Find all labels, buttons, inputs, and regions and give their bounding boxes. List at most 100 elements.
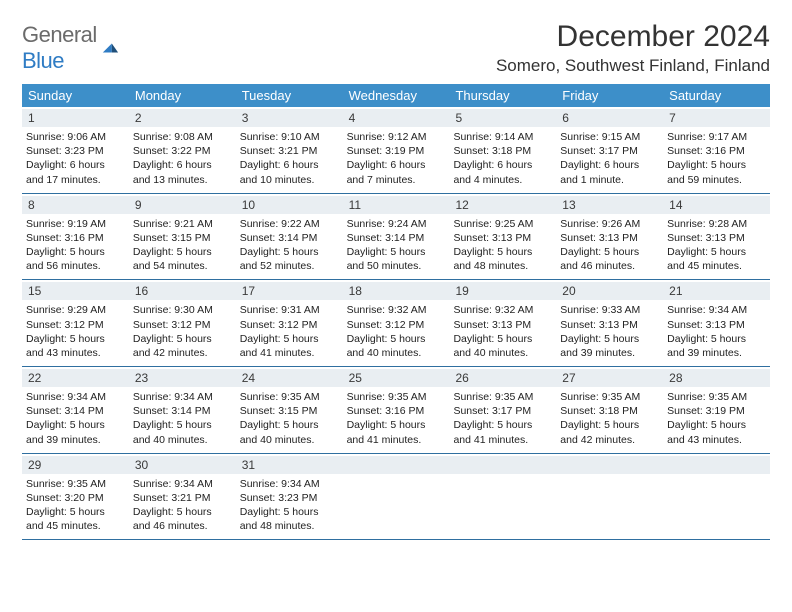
day-cell: 19 Sunrise: 9:32 AMSunset: 3:13 PMDayligh… <box>449 280 556 366</box>
day-number: 16 <box>129 282 236 300</box>
day-number <box>449 456 556 474</box>
week-row: 8 Sunrise: 9:19 AMSunset: 3:16 PMDaylight… <box>22 194 770 281</box>
day-details: Sunrise: 9:14 AMSunset: 3:18 PMDaylight:… <box>453 130 552 187</box>
day-details: Sunrise: 9:28 AMSunset: 3:13 PMDaylight:… <box>667 217 766 274</box>
location: Somero, Southwest Finland, Finland <box>496 56 770 76</box>
day-number: 1 <box>22 109 129 127</box>
day-number <box>556 456 663 474</box>
day-details: Sunrise: 9:24 AMSunset: 3:14 PMDaylight:… <box>347 217 446 274</box>
sunset-text: Sunset: 3:16 PM <box>347 404 446 418</box>
sunrise-text: Sunrise: 9:14 AM <box>453 130 552 144</box>
day-cell: 28 Sunrise: 9:35 AMSunset: 3:19 PMDayligh… <box>663 367 770 453</box>
day-cell: 22Sunrise: 9:34 AMSunset: 3:14 PMDayligh… <box>22 367 129 453</box>
daylight-text: Daylight: 5 hours and 39 minutes. <box>667 332 766 360</box>
daylight-text: Daylight: 6 hours and 17 minutes. <box>26 158 125 186</box>
sunrise-text: Sunrise: 9:35 AM <box>26 477 125 491</box>
dow-sun: Sunday <box>22 84 129 107</box>
day-cell: 10 Sunrise: 9:22 AMSunset: 3:14 PMDayligh… <box>236 194 343 280</box>
day-details: Sunrise: 9:06 AMSunset: 3:23 PMDaylight:… <box>26 130 125 187</box>
daylight-text: Daylight: 5 hours and 45 minutes. <box>667 245 766 273</box>
sunrise-text: Sunrise: 9:28 AM <box>667 217 766 231</box>
sunrise-text: Sunrise: 9:35 AM <box>347 390 446 404</box>
sunset-text: Sunset: 3:20 PM <box>26 491 125 505</box>
day-details: Sunrise: 9:34 AMSunset: 3:14 PMDaylight:… <box>133 390 232 447</box>
sunrise-text: Sunrise: 9:21 AM <box>133 217 232 231</box>
dow-sat: Saturday <box>663 84 770 107</box>
day-cell: 25Sunrise: 9:35 AMSunset: 3:16 PMDayligh… <box>343 367 450 453</box>
day-details: Sunrise: 9:10 AMSunset: 3:21 PMDaylight:… <box>240 130 339 187</box>
day-details: Sunrise: 9:26 AMSunset: 3:13 PMDaylight:… <box>560 217 659 274</box>
daylight-text: Daylight: 5 hours and 43 minutes. <box>26 332 125 360</box>
day-details: Sunrise: 9:33 AMSunset: 3:13 PMDaylight:… <box>560 303 659 360</box>
daylight-text: Daylight: 5 hours and 41 minutes. <box>453 418 552 446</box>
daylight-text: Daylight: 5 hours and 43 minutes. <box>667 418 766 446</box>
day-number: 17 <box>236 282 343 300</box>
day-number: 4 <box>343 109 450 127</box>
sunrise-text: Sunrise: 9:34 AM <box>26 390 125 404</box>
sunset-text: Sunset: 3:13 PM <box>667 231 766 245</box>
day-number: 8 <box>22 196 129 214</box>
day-details: Sunrise: 9:34 AMSunset: 3:23 PMDaylight:… <box>240 477 339 534</box>
day-number: 20 <box>556 282 663 300</box>
sunset-text: Sunset: 3:21 PM <box>133 491 232 505</box>
day-number: 10 <box>236 196 343 214</box>
day-cell: 13Sunrise: 9:26 AMSunset: 3:13 PMDayligh… <box>556 194 663 280</box>
sunset-text: Sunset: 3:13 PM <box>667 318 766 332</box>
sunrise-text: Sunrise: 9:34 AM <box>240 477 339 491</box>
sunset-text: Sunset: 3:13 PM <box>453 231 552 245</box>
day-cell: 29Sunrise: 9:35 AMSunset: 3:20 PMDayligh… <box>22 454 129 540</box>
day-number: 5 <box>449 109 556 127</box>
sunset-text: Sunset: 3:12 PM <box>240 318 339 332</box>
sunrise-text: Sunrise: 9:35 AM <box>560 390 659 404</box>
logo-text-general: General <box>22 22 97 47</box>
day-number: 7 <box>663 109 770 127</box>
daylight-text: Daylight: 5 hours and 39 minutes. <box>26 418 125 446</box>
sunset-text: Sunset: 3:15 PM <box>133 231 232 245</box>
sunset-text: Sunset: 3:16 PM <box>667 144 766 158</box>
daylight-text: Daylight: 5 hours and 56 minutes. <box>26 245 125 273</box>
daylight-text: Daylight: 5 hours and 52 minutes. <box>240 245 339 273</box>
triangle-icon <box>101 41 119 55</box>
day-number: 3 <box>236 109 343 127</box>
day-details: Sunrise: 9:32 AMSunset: 3:13 PMDaylight:… <box>453 303 552 360</box>
day-details: Sunrise: 9:19 AMSunset: 3:16 PMDaylight:… <box>26 217 125 274</box>
day-number: 28 <box>663 369 770 387</box>
day-details: Sunrise: 9:32 AMSunset: 3:12 PMDaylight:… <box>347 303 446 360</box>
day-cell: 16Sunrise: 9:30 AMSunset: 3:12 PMDayligh… <box>129 280 236 366</box>
day-number: 14 <box>663 196 770 214</box>
week-row: 1 Sunrise: 9:06 AMSunset: 3:23 PMDaylight… <box>22 107 770 194</box>
daylight-text: Daylight: 5 hours and 41 minutes. <box>240 332 339 360</box>
sunrise-text: Sunrise: 9:17 AM <box>667 130 766 144</box>
daylight-text: Daylight: 5 hours and 46 minutes. <box>560 245 659 273</box>
day-cell: 9Sunrise: 9:21 AMSunset: 3:15 PMDaylight… <box>129 194 236 280</box>
day-number: 19 <box>449 282 556 300</box>
day-cell: 30Sunrise: 9:34 AMSunset: 3:21 PMDayligh… <box>129 454 236 540</box>
day-details: Sunrise: 9:12 AMSunset: 3:19 PMDaylight:… <box>347 130 446 187</box>
day-cell <box>663 454 770 540</box>
day-details: Sunrise: 9:22 AMSunset: 3:14 PMDaylight:… <box>240 217 339 274</box>
sunset-text: Sunset: 3:14 PM <box>133 404 232 418</box>
day-cell: 14 Sunrise: 9:28 AMSunset: 3:13 PMDayligh… <box>663 194 770 280</box>
sunrise-text: Sunrise: 9:35 AM <box>453 390 552 404</box>
day-cell <box>449 454 556 540</box>
sunset-text: Sunset: 3:19 PM <box>347 144 446 158</box>
logo-text-blue: Blue <box>22 48 64 73</box>
daylight-text: Daylight: 5 hours and 48 minutes. <box>240 505 339 533</box>
daylight-text: Daylight: 5 hours and 42 minutes. <box>133 332 232 360</box>
day-details: Sunrise: 9:25 AMSunset: 3:13 PMDaylight:… <box>453 217 552 274</box>
logo-text: General Blue <box>22 22 97 74</box>
day-number: 26 <box>449 369 556 387</box>
day-details: Sunrise: 9:34 AMSunset: 3:21 PMDaylight:… <box>133 477 232 534</box>
daylight-text: Daylight: 5 hours and 45 minutes. <box>26 505 125 533</box>
sunrise-text: Sunrise: 9:10 AM <box>240 130 339 144</box>
day-details: Sunrise: 9:08 AMSunset: 3:22 PMDaylight:… <box>133 130 232 187</box>
sunset-text: Sunset: 3:16 PM <box>26 231 125 245</box>
sunset-text: Sunset: 3:14 PM <box>26 404 125 418</box>
dow-fri: Friday <box>556 84 663 107</box>
day-number: 27 <box>556 369 663 387</box>
month-title: December 2024 <box>496 20 770 54</box>
day-number: 2 <box>129 109 236 127</box>
day-details: Sunrise: 9:15 AMSunset: 3:17 PMDaylight:… <box>560 130 659 187</box>
day-details: Sunrise: 9:35 AMSunset: 3:19 PMDaylight:… <box>667 390 766 447</box>
day-number: 12 <box>449 196 556 214</box>
